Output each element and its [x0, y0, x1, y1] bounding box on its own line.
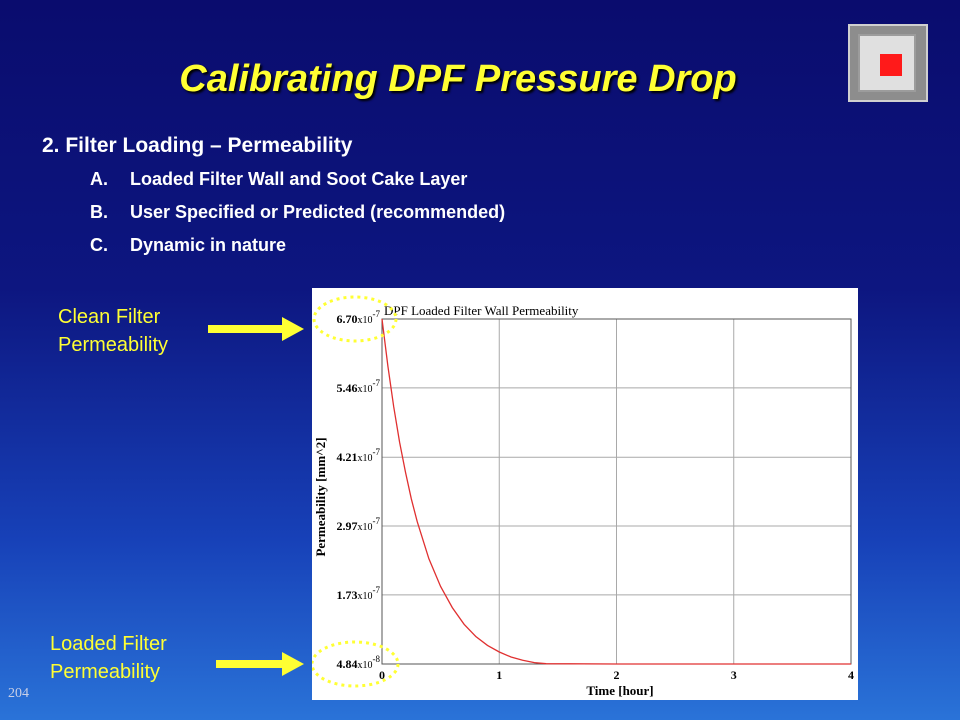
y-tick-label: 2.97x10-7	[337, 516, 381, 533]
y-tick-label: 4.21x10-7	[337, 447, 381, 464]
annotation-layer	[312, 295, 400, 688]
main-bullet: 2. Filter Loading – Permeability	[42, 134, 353, 157]
sub-bullet-letter: B.	[90, 202, 108, 222]
callout-line: Permeability	[58, 334, 169, 356]
slide-number: 204	[8, 686, 29, 701]
sub-bullet-b: B. User Specified or Predicted (recommend…	[90, 199, 505, 232]
y-tick-label: 5.46x10-7	[337, 378, 381, 395]
loaded-filter-callout: Loaded Filter Permeability	[50, 630, 167, 686]
sub-bullet-text: Loaded Filter Wall and Soot Cake Layer	[130, 169, 468, 189]
slide-title: Calibrating DPF Pressure Drop	[179, 58, 737, 100]
x-axis-label: Time [hour]	[586, 683, 653, 698]
chart-svg: DPF Loaded Filter Wall Permeability Time…	[312, 295, 854, 698]
x-ticks: 0 1 2 3 4	[379, 668, 854, 682]
y-tick-label: 1.73x10-7	[337, 585, 381, 602]
x-tick-label: 1	[496, 668, 502, 682]
callout-line: Permeability	[50, 661, 161, 683]
sub-bullet-text: Dynamic in nature	[130, 235, 287, 255]
sub-bullet-letter: C.	[90, 235, 108, 255]
grid-layer	[381, 318, 852, 665]
permeability-series-line	[381, 318, 851, 665]
loaded-permeability-highlight	[312, 640, 400, 688]
y-tick-label: 4.84x10-8	[337, 654, 381, 671]
sub-bullet-text: User Specified or Predicted (recommended…	[130, 202, 506, 222]
series-layer	[381, 318, 851, 665]
x-tick-label: 3	[731, 668, 737, 682]
sub-bullet-letter: A.	[90, 169, 108, 189]
callout-line: Clean Filter	[58, 306, 161, 328]
x-tick-label: 0	[379, 668, 385, 682]
logo-red-square	[880, 54, 902, 76]
clean-arrow-icon	[208, 317, 304, 341]
loaded-arrow-icon	[216, 652, 304, 676]
sub-bullet-c: C. Dynamic in nature	[90, 232, 505, 265]
sub-bullet-a: A. Loaded Filter Wall and Soot Cake Layer	[90, 166, 505, 199]
logo-icon	[848, 24, 928, 102]
x-tick-label: 2	[614, 668, 620, 682]
bullet-list: 2. Filter Loading – Permeability A. Loade…	[42, 134, 505, 265]
x-tick-label: 4	[848, 668, 854, 682]
chart-title: DPF Loaded Filter Wall Permeability	[384, 303, 579, 318]
clean-permeability-highlight	[312, 295, 398, 343]
y-axis-label: Permeability [mm^2]	[313, 437, 328, 556]
y-tick-label: 6.70x10-7	[337, 309, 381, 326]
y-ticks: 6.70x10-7 5.46x10-7 4.21x10-7 2.97x10-7 1.73…	[337, 309, 381, 671]
callout-line: Loaded Filter	[50, 633, 167, 655]
clean-filter-callout: Clean Filter Permeability	[58, 303, 168, 359]
logo-inner-frame	[858, 34, 916, 92]
permeability-chart: DPF Loaded Filter Wall Permeability Time…	[312, 288, 858, 700]
